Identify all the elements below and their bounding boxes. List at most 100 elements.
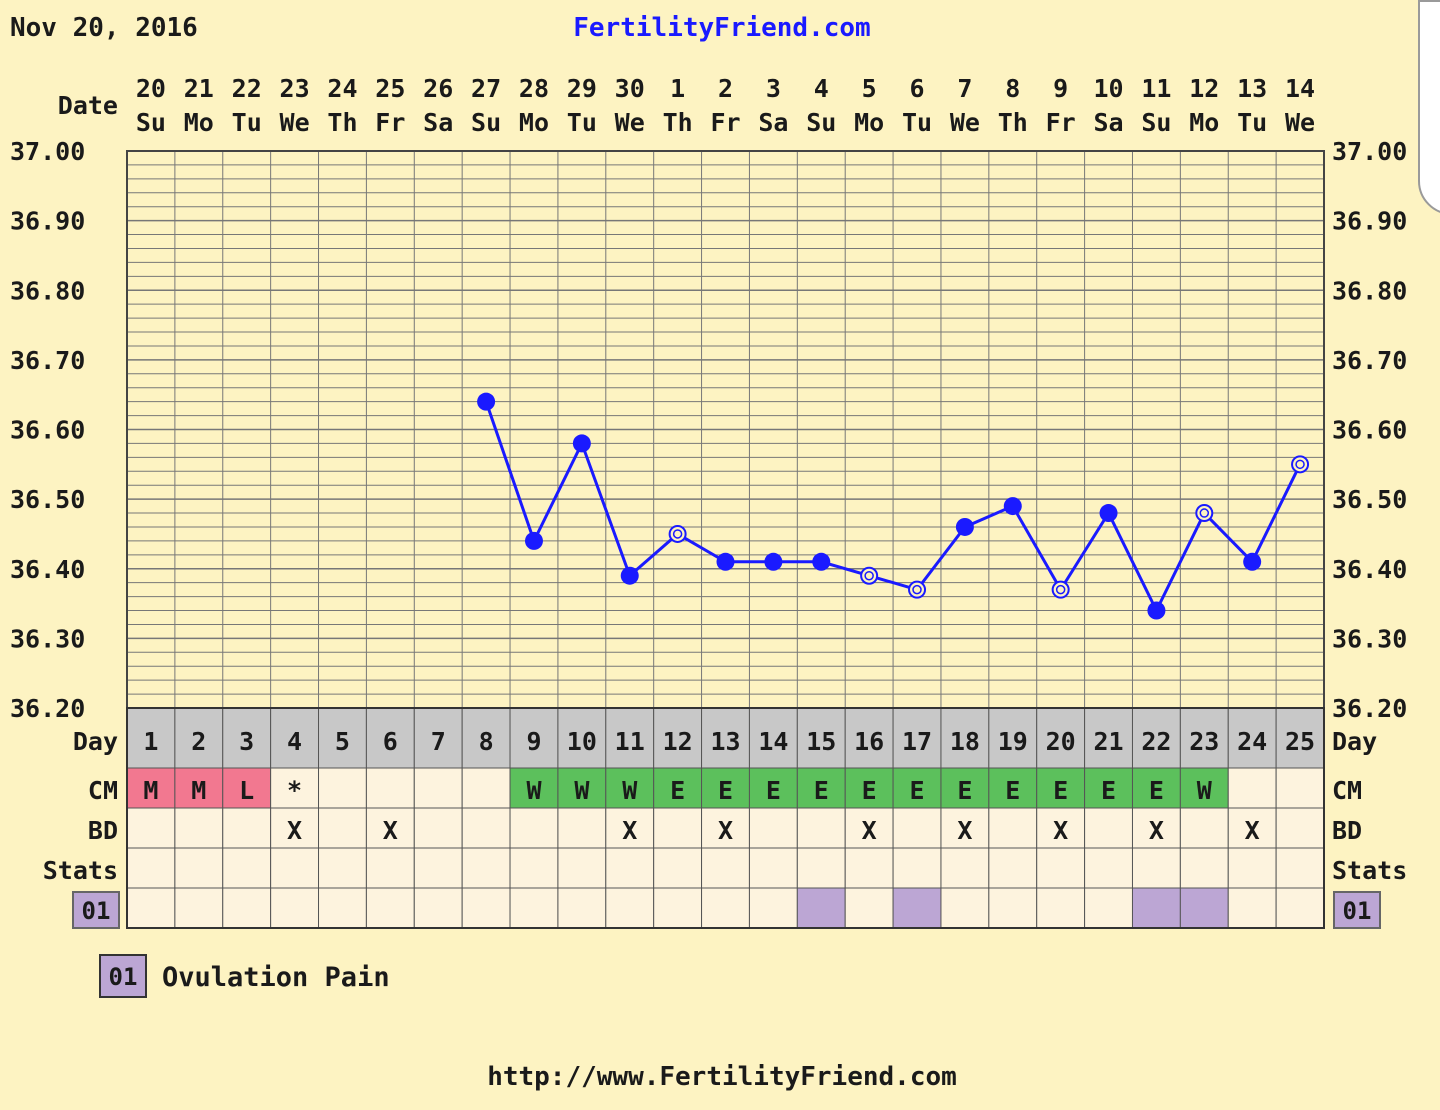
temperature-point <box>1099 504 1118 523</box>
cm-label: E <box>909 776 924 805</box>
bd-cell <box>605 807 655 849</box>
bd-cell <box>1036 807 1086 849</box>
weekday-label: Fr <box>1046 108 1076 137</box>
code-cell <box>222 887 272 929</box>
code-cell <box>653 887 703 929</box>
weekday-label: Su <box>136 108 166 137</box>
y-tick-right: 36.20 <box>1332 694 1407 723</box>
bd-cell <box>222 807 272 849</box>
temperature-point-open-inner <box>672 529 683 539</box>
legend-text: Ovulation Pain <box>162 962 390 993</box>
bd-mark: X <box>718 816 733 845</box>
day-cell <box>557 707 607 769</box>
cycle-day-label: 5 <box>335 727 350 756</box>
cm-label: E <box>1005 776 1020 805</box>
site-title: FertilityFriend.com <box>573 13 870 43</box>
date-label: 5 <box>862 74 877 103</box>
y-tick-left: 36.90 <box>10 207 85 236</box>
bd-cell <box>653 807 703 849</box>
cm-label: W <box>622 776 638 805</box>
weekday-label: We <box>615 108 645 137</box>
bd-cell <box>1084 807 1133 849</box>
temperature-point-open <box>1051 580 1070 599</box>
code-cell <box>318 887 367 929</box>
code-cell <box>796 887 846 929</box>
cycle-day-label: 18 <box>950 727 980 756</box>
stats-cell <box>1131 847 1181 889</box>
temperature-point-open-inner <box>864 570 874 581</box>
bd-cell <box>270 807 320 849</box>
temperature-point-open-inner <box>1295 459 1305 470</box>
temperature-point-open <box>668 524 687 543</box>
cm-label: E <box>718 776 733 805</box>
temperature-point-open-inner <box>912 584 922 595</box>
date-label: 23 <box>280 74 310 103</box>
y-tick-left: 36.30 <box>10 624 85 653</box>
temperature-point-open <box>860 566 879 585</box>
day-cell <box>174 707 224 769</box>
stats-cell <box>557 847 607 889</box>
cm-cell <box>126 767 176 809</box>
bd-cell <box>461 807 511 849</box>
bd-row-label-left: BD <box>88 816 118 845</box>
cm-label: E <box>1053 776 1068 805</box>
y-tick-left: 36.40 <box>10 555 85 584</box>
code-cell <box>126 887 176 929</box>
bd-cell <box>174 807 224 849</box>
cm-label: * <box>287 776 302 805</box>
temperature-point <box>1003 497 1022 516</box>
stats-row-label-left: Stats <box>43 856 118 885</box>
code-cell <box>174 887 224 929</box>
bottom-grid-border <box>126 707 1325 929</box>
weekday-label: Mo <box>519 108 549 137</box>
temperature-point-open <box>1195 504 1214 523</box>
legend-swatch <box>99 954 147 998</box>
day-row-label-left: Day <box>73 727 118 756</box>
weekday-label: Tu <box>1237 108 1267 137</box>
temperature-point-open <box>1291 455 1310 474</box>
cycle-day-label: 6 <box>383 727 398 756</box>
bd-mark: X <box>622 816 637 845</box>
date-label: 9 <box>1053 74 1068 103</box>
cm-cell <box>892 767 942 809</box>
cycle-day-label: 21 <box>1093 727 1123 756</box>
cycle-day-label: 11 <box>615 727 645 756</box>
weekday-label: We <box>950 108 980 137</box>
cycle-day-label: 23 <box>1189 727 1219 756</box>
cycle-day-label: 2 <box>191 727 206 756</box>
stats-cell <box>796 847 846 889</box>
y-tick-left: 36.20 <box>10 694 85 723</box>
stats-cell <box>174 847 224 889</box>
weekday-label: Fr <box>710 108 740 137</box>
bd-cell <box>1131 807 1181 849</box>
bd-mark: X <box>383 816 398 845</box>
stats-cell <box>748 847 798 889</box>
cm-cell <box>365 767 415 809</box>
date-label: 3 <box>766 74 781 103</box>
stats-cell <box>222 847 272 889</box>
cm-row-label-left: CM <box>88 776 118 805</box>
y-tick-right: 36.70 <box>1332 346 1407 375</box>
code-cell <box>1227 887 1277 929</box>
date-label: 4 <box>814 74 829 103</box>
bd-mark: X <box>1149 816 1164 845</box>
temperature-line <box>484 401 1302 614</box>
weekday-label: Th <box>998 108 1028 137</box>
cycle-day-label: 14 <box>758 727 788 756</box>
date-label: 20 <box>136 74 166 103</box>
code-box-left-text: 01 <box>82 897 111 925</box>
cycle-day-label: 16 <box>854 727 884 756</box>
stats-cell <box>1179 847 1229 889</box>
cm-label: W <box>526 776 542 805</box>
code-cell <box>605 887 655 929</box>
date-label: 24 <box>327 74 357 103</box>
cm-cell <box>701 767 750 809</box>
weekday-label: Su <box>471 108 501 137</box>
cycle-day-label: 1 <box>143 727 158 756</box>
bd-mark: X <box>287 816 302 845</box>
code-cell <box>844 887 894 929</box>
date-label: 27 <box>471 74 501 103</box>
stats-cell <box>940 847 990 889</box>
cm-cell <box>413 767 463 809</box>
cm-cell <box>940 767 990 809</box>
